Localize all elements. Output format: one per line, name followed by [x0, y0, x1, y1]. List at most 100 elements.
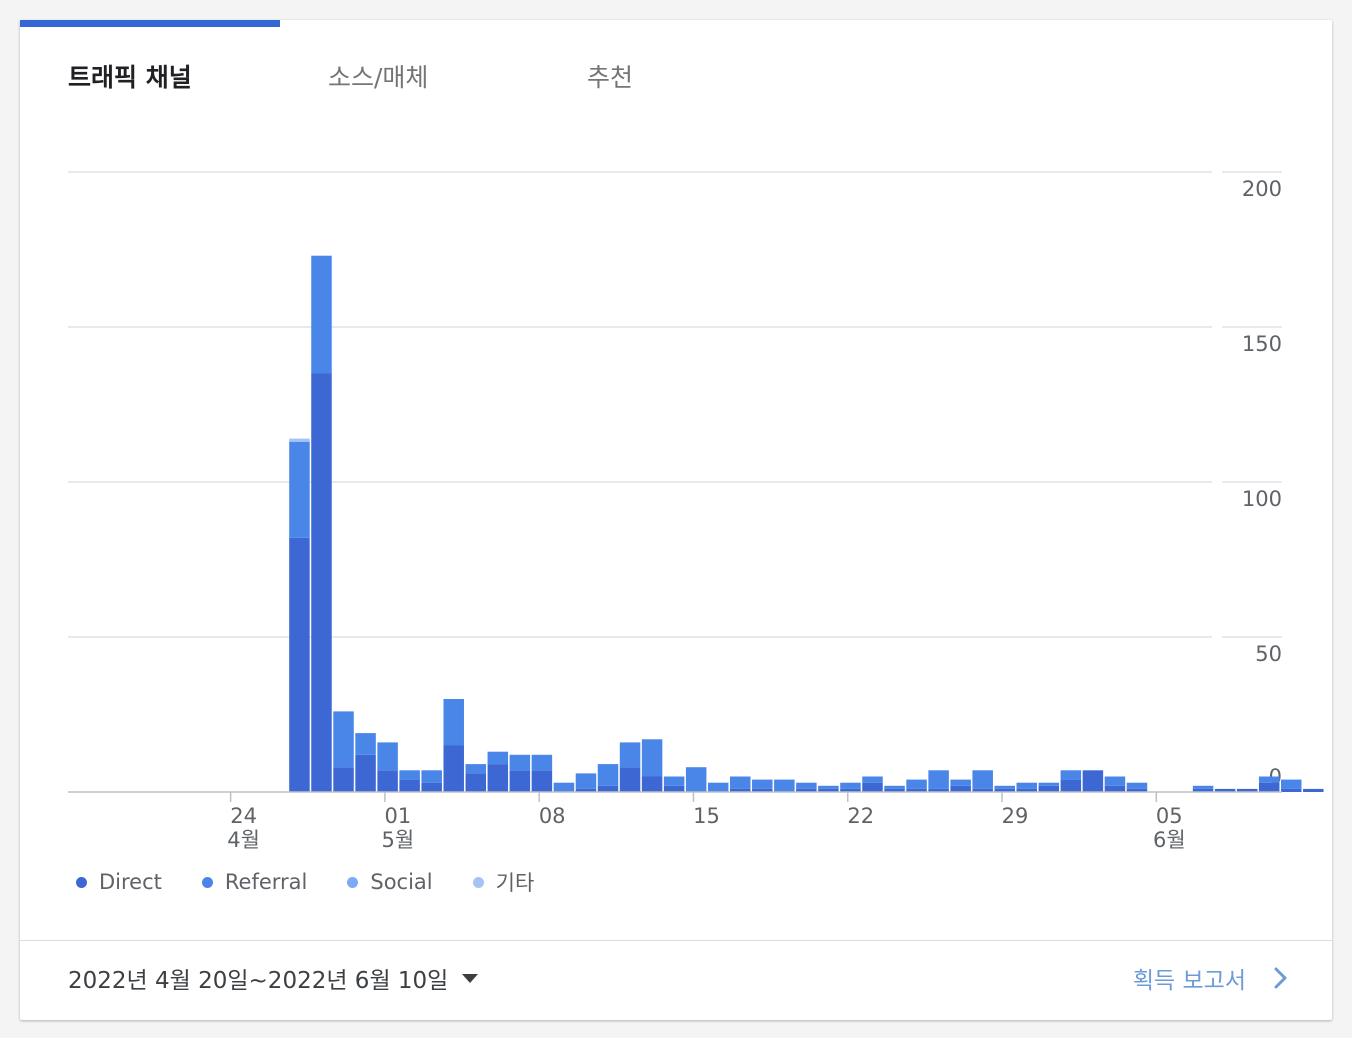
- bar-기타: [289, 438, 310, 442]
- legend-swatch-referral: [201, 876, 213, 888]
- bar-direct: [1303, 788, 1324, 792]
- bar-direct: [333, 767, 354, 792]
- bar-referral: [1104, 776, 1126, 786]
- traffic-bar-chart: 200150100500244월015월08152229056월: [68, 171, 1324, 852]
- legend-item-referral: Referral: [201, 870, 308, 894]
- bar-referral: [774, 779, 795, 792]
- bar-direct: [1060, 779, 1082, 792]
- bar-direct: [289, 537, 310, 792]
- date-range-text: 2022년 4월 20일~2022년 6월 10일: [68, 968, 449, 994]
- y-tick-label: 150: [1242, 332, 1282, 356]
- bar-direct: [950, 785, 971, 792]
- chevron-right-icon: [1274, 967, 1287, 989]
- y-tick-label: 50: [1255, 642, 1282, 666]
- y-tick-label: 100: [1242, 487, 1282, 511]
- bar-referral: [399, 770, 420, 780]
- bar-referral: [950, 779, 971, 786]
- bar-referral: [906, 779, 927, 789]
- bar-referral: [465, 764, 487, 774]
- bar-referral: [531, 754, 553, 771]
- active-tab-indicator: [20, 20, 280, 27]
- bar-direct: [575, 788, 597, 792]
- bar-direct: [465, 773, 487, 792]
- bar-referral: [1038, 782, 1060, 786]
- bar-direct: [1214, 788, 1236, 792]
- bar-referral: [1258, 776, 1280, 783]
- bar-referral: [289, 441, 310, 538]
- bar-referral: [884, 785, 905, 789]
- bar-direct: [487, 764, 509, 792]
- bar-direct: [1126, 788, 1148, 792]
- x-tick-label: 24: [230, 804, 257, 828]
- bar-referral: [641, 739, 663, 777]
- tab-traffic-channel[interactable]: 트래픽 채널: [68, 63, 192, 92]
- y-tick-label: 200: [1242, 177, 1282, 201]
- bar-direct: [443, 745, 464, 792]
- bar-direct: [884, 788, 905, 792]
- bar-direct: [1281, 788, 1302, 792]
- bar-referral: [972, 770, 993, 789]
- bar-direct: [840, 788, 861, 792]
- bar-referral: [752, 779, 773, 789]
- bar-direct: [399, 779, 420, 792]
- x-tick-month-label: 5월: [382, 828, 415, 852]
- legend-label-referral: Referral: [224, 870, 308, 894]
- bar-direct: [421, 782, 442, 792]
- x-tick-label: 08: [539, 804, 566, 828]
- bar-referral: [1016, 782, 1038, 789]
- bar-referral: [421, 770, 442, 783]
- bar-referral: [619, 742, 641, 768]
- bar-direct: [355, 754, 376, 792]
- bar-referral: [796, 782, 817, 789]
- bar-referral: [862, 776, 883, 783]
- x-tick-label: 05: [1156, 804, 1183, 828]
- bar-referral: [840, 782, 861, 789]
- footer-divider: [20, 940, 1332, 941]
- bar-referral: [1126, 782, 1148, 789]
- legend-item-direct: Direct: [76, 870, 162, 894]
- legend-item-social: Social: [347, 870, 433, 894]
- date-range-selector[interactable]: 2022년 4월 20일~2022년 6월 10일: [68, 960, 479, 996]
- bar-referral: [707, 782, 729, 792]
- bar-direct: [597, 785, 619, 792]
- bar-referral: [1060, 770, 1082, 780]
- bar-direct: [994, 788, 1015, 792]
- acquisition-report-link[interactable]: 획득 보고서: [1133, 960, 1290, 996]
- bar-direct: [972, 788, 993, 792]
- bar-direct: [1192, 788, 1214, 792]
- tab-source-medium[interactable]: 소스/매체: [328, 63, 429, 92]
- x-tick-label: 01: [385, 804, 412, 828]
- bar-referral: [487, 751, 509, 765]
- tab-referral[interactable]: 추천: [587, 63, 634, 92]
- bar-referral: [1281, 779, 1302, 789]
- caret-down-icon: [462, 973, 479, 983]
- x-tick-label: 22: [847, 804, 874, 828]
- bar-referral: [928, 770, 949, 789]
- bar-direct: [1082, 770, 1104, 792]
- bar-referral: [311, 255, 332, 374]
- bar-direct: [377, 770, 398, 792]
- legend-swatch-other: [472, 876, 484, 888]
- bar-direct: [1236, 788, 1258, 792]
- bar-direct: [1016, 788, 1038, 792]
- legend-label-other: 기타: [495, 871, 535, 895]
- bar-direct: [796, 788, 817, 792]
- bar-referral: [663, 776, 685, 786]
- bar-direct: [906, 788, 927, 792]
- x-tick-month-label: 4월: [227, 828, 260, 852]
- bar-direct: [509, 770, 531, 792]
- bar-referral: [1192, 785, 1214, 789]
- legend-item-other: 기타: [472, 867, 535, 897]
- bar-direct: [818, 788, 839, 792]
- bar-direct: [1104, 785, 1126, 792]
- bar-referral: [730, 776, 751, 789]
- bar-referral: [509, 754, 531, 771]
- bar-direct: [862, 782, 883, 792]
- legend-label-social: Social: [370, 870, 433, 894]
- bar-direct: [752, 788, 773, 792]
- report-link-label: 획득 보고서: [1132, 968, 1246, 994]
- chart-legend: Direct Referral Social 기타: [76, 867, 574, 897]
- bar-direct: [619, 767, 641, 792]
- bar-direct: [730, 788, 751, 792]
- bar-referral: [818, 785, 839, 789]
